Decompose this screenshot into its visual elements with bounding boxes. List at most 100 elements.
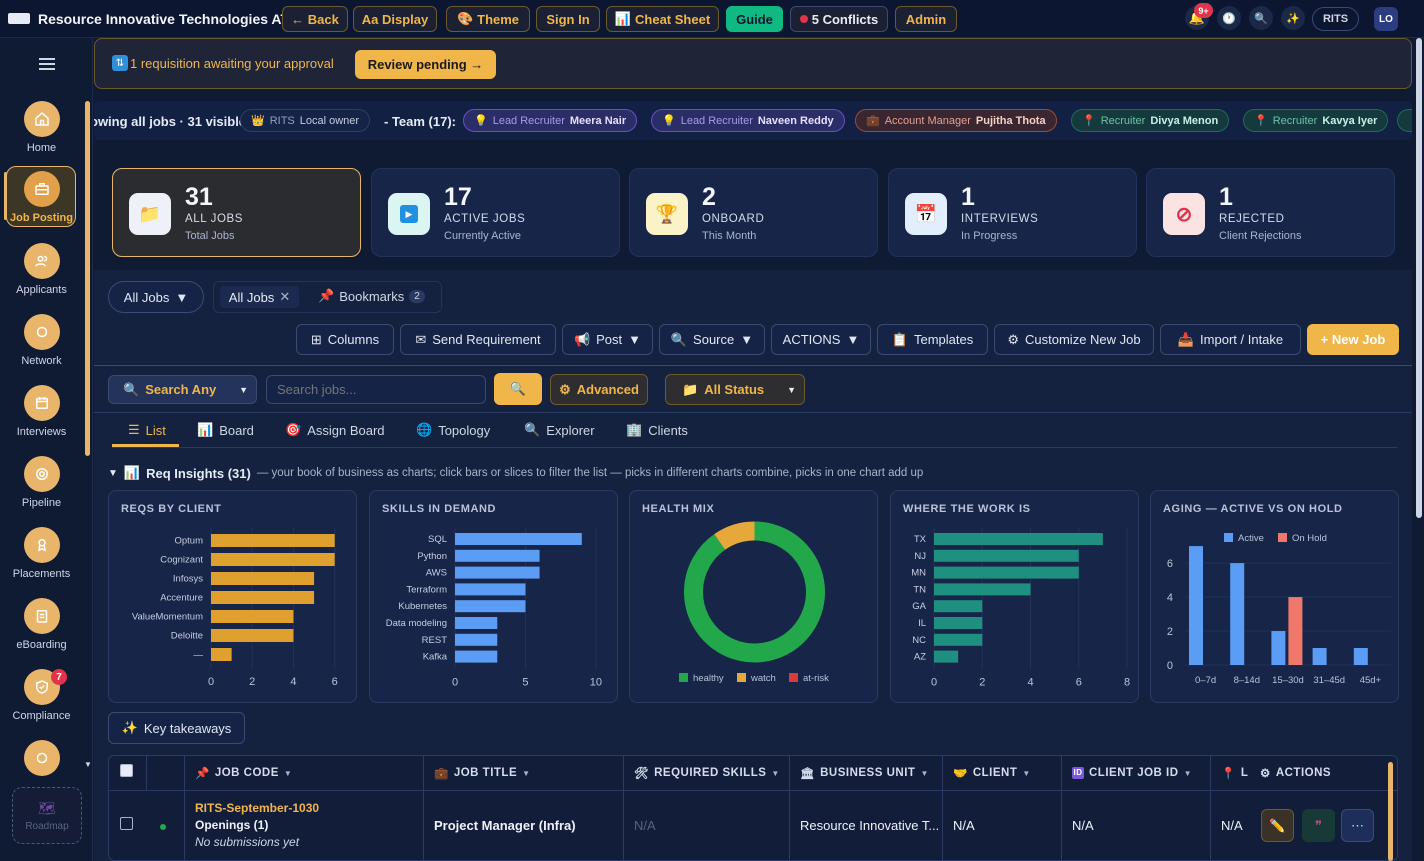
pie-slice[interactable] xyxy=(684,521,825,663)
chart-bar[interactable] xyxy=(455,600,526,613)
review-pending-button[interactable]: Review pending → xyxy=(355,50,496,79)
cheatsheet-button[interactable]: 📊 Cheat Sheet xyxy=(606,6,719,32)
stat-card-active-jobs[interactable]: ▶ 17 ACTIVE JOBS Currently Active xyxy=(371,168,620,257)
tab-all-jobs[interactable]: All Jobs ✕ xyxy=(220,286,299,308)
roadmap-button[interactable]: 🗺 Roadmap xyxy=(12,787,82,844)
chart-bar[interactable] xyxy=(934,566,1079,579)
chart-bar[interactable] xyxy=(934,549,1079,562)
new-job-button[interactable]: + New Job xyxy=(1307,324,1399,355)
chart-bar[interactable] xyxy=(934,633,983,646)
tab-list[interactable]: ☰ List xyxy=(128,422,166,438)
tab-assign-board[interactable]: 🎯 Assign Board xyxy=(285,422,385,438)
chart-bar[interactable] xyxy=(455,549,540,562)
owner-chip[interactable]: 👑 RITS Local owner xyxy=(240,109,371,132)
stat-card-onboard[interactable]: 🏆 2 ONBOARD This Month xyxy=(629,168,878,257)
select-all-checkbox[interactable] xyxy=(120,764,133,777)
sidebar-item-pipeline[interactable]: Pipeline xyxy=(0,456,83,509)
customize-new-job-button[interactable]: ⚙ Customize New Job xyxy=(994,324,1154,355)
chart-bar[interactable] xyxy=(934,583,1031,596)
column-header-location[interactable]: 📍 L xyxy=(1210,756,1250,790)
chart-bar[interactable] xyxy=(455,533,582,545)
view-dropdown[interactable]: All Jobs ▼ xyxy=(108,281,204,313)
chart-bar[interactable] xyxy=(1230,563,1245,665)
column-header-business-unit[interactable]: 🏛 BUSINESS UNIT ▼ xyxy=(789,756,942,790)
tab-clients[interactable]: 🏢 Clients xyxy=(626,422,688,438)
chart-bar[interactable] xyxy=(211,610,294,623)
chart-bar[interactable] xyxy=(934,533,1103,545)
search-button[interactable]: 🔍 xyxy=(494,373,542,405)
table-cell-job-title[interactable]: Project Manager (Infra) xyxy=(423,790,623,860)
clock-icon[interactable]: 🕐 xyxy=(1217,6,1241,30)
page-scrollbar[interactable] xyxy=(1416,38,1422,518)
quotes-button[interactable]: ❞ xyxy=(1302,809,1335,842)
team-member-chip[interactable]: 📍 Recruiter Kavya Iyer xyxy=(1243,109,1389,132)
chart-bar[interactable] xyxy=(1271,631,1286,665)
stat-card-interviews[interactable]: 📅 1 INTERVIEWS In Progress xyxy=(888,168,1137,257)
chart-bar[interactable] xyxy=(1288,597,1303,665)
sidebar-item-compliance[interactable]: Compliance xyxy=(0,669,83,722)
tab-bookmarks[interactable]: 📌 Bookmarks 2 xyxy=(318,288,425,304)
chart-bar[interactable] xyxy=(211,572,315,585)
sidebar-scrollbar[interactable] xyxy=(85,101,90,456)
chart-bar[interactable] xyxy=(211,629,294,642)
admin-button[interactable]: Admin xyxy=(895,6,957,32)
stat-card-all-jobs[interactable]: 📁 31 ALL JOBS Total Jobs xyxy=(112,168,361,257)
stat-card-rejected[interactable]: ⊘ 1 REJECTED Client Rejections xyxy=(1146,168,1395,257)
sidebar-item-eboarding[interactable]: eBoarding xyxy=(0,598,83,651)
team-member-chip[interactable]: 📍 Recruiter Divya Menon xyxy=(1071,109,1230,132)
sidebar-item-network[interactable]: Network xyxy=(0,314,83,367)
edit-button[interactable]: ✏️ xyxy=(1261,809,1294,842)
pie-slice[interactable] xyxy=(714,521,755,550)
avatar[interactable]: LO xyxy=(1374,7,1398,31)
sidebar-item-placements[interactable]: Placements xyxy=(0,527,83,580)
chart-bar[interactable] xyxy=(1353,648,1368,665)
chart-bar[interactable] xyxy=(934,650,959,663)
search-scope-select[interactable]: 🔍 Search Any ▼ xyxy=(108,375,257,404)
templates-button[interactable]: 📋 Templates xyxy=(877,324,988,355)
chart-bar[interactable] xyxy=(455,617,498,629)
column-header-client-job-id[interactable]: ID CLIENT JOB ID ▼ xyxy=(1061,756,1210,790)
source-button[interactable]: 🔍 Source ▼ xyxy=(659,324,765,355)
chart-bar[interactable] xyxy=(455,566,540,579)
scroll-down-icon[interactable]: ▼ xyxy=(84,760,92,769)
search-icon[interactable]: 🔍 xyxy=(1249,6,1273,30)
chart-health-mix[interactable]: HEALTH MIX healthy watch at-risk xyxy=(629,490,878,703)
org-switch[interactable]: RITS xyxy=(1312,7,1359,31)
sidebar-item-job-posting[interactable]: Job Posting xyxy=(0,171,83,224)
back-button[interactable]: ← Back xyxy=(282,6,348,32)
send-requirement-button[interactable]: ✉ Send Requirement xyxy=(400,324,556,355)
sidebar-item-applicants[interactable]: Applicants xyxy=(0,243,83,296)
import-intake-button[interactable]: 📥 Import / Intake xyxy=(1160,324,1301,355)
job-code-link[interactable]: RITS-September-1030 xyxy=(195,801,320,815)
team-member-chip[interactable] xyxy=(1397,109,1412,132)
chart-aging[interactable]: AGING — ACTIVE VS ON HOLD 0 2 4 6 0–7d 8–14d 1… xyxy=(1150,490,1399,703)
tab-board[interactable]: 📊 Board xyxy=(197,422,254,438)
actions-button[interactable]: ACTIONS ▼ xyxy=(771,324,871,355)
tab-topology[interactable]: 🌐 Topology xyxy=(416,422,491,438)
search-input[interactable] xyxy=(266,375,486,404)
signin-button[interactable]: Sign In xyxy=(536,6,600,32)
insights-header[interactable]: ▼ 📊 Req Insights (31) — your book of bus… xyxy=(108,465,924,481)
chart-skills-in-demand[interactable]: SKILLS IN DEMAND 0 5 10 SQL Python AWS Terrafo… xyxy=(369,490,618,703)
team-member-chip[interactable]: 💡 Lead Recruiter Naveen Reddy xyxy=(651,109,845,132)
chart-reqs-by-client[interactable]: REQS BY CLIENT 0 2 4 6 Optum Cognizant Infosys… xyxy=(108,490,357,703)
column-header-client[interactable]: 🤝 CLIENT ▼ xyxy=(942,756,1061,790)
chart-bar[interactable] xyxy=(934,617,983,629)
guide-button[interactable]: Guide xyxy=(726,6,783,32)
chart-bar[interactable] xyxy=(211,534,335,547)
table-scrollbar[interactable] xyxy=(1388,762,1393,861)
column-header-required-skills[interactable]: 🛠 REQUIRED SKILLS ▼ xyxy=(623,756,789,790)
display-button[interactable]: Aa Display xyxy=(353,6,437,32)
column-header-job-title[interactable]: 💼 JOB TITLE ▼ xyxy=(423,756,623,790)
status-select[interactable]: 📁 All Status ▼ xyxy=(665,374,805,405)
team-member-chip[interactable]: 💡 Lead Recruiter Meera Nair xyxy=(463,109,638,132)
chart-bar[interactable] xyxy=(211,591,315,604)
more-actions-button[interactable]: ⋯ xyxy=(1341,809,1374,842)
theme-button[interactable]: 🎨 Theme xyxy=(446,6,530,32)
sidebar-item-more[interactable] xyxy=(0,740,83,776)
tab-explorer[interactable]: 🔍 Explorer xyxy=(524,422,595,438)
team-member-chip[interactable]: 💼 Account Manager Pujitha Thota xyxy=(855,109,1057,132)
sidebar-item-interviews[interactable]: Interviews xyxy=(0,385,83,438)
chart-bar[interactable] xyxy=(211,553,335,566)
chart-bar[interactable] xyxy=(211,648,232,661)
